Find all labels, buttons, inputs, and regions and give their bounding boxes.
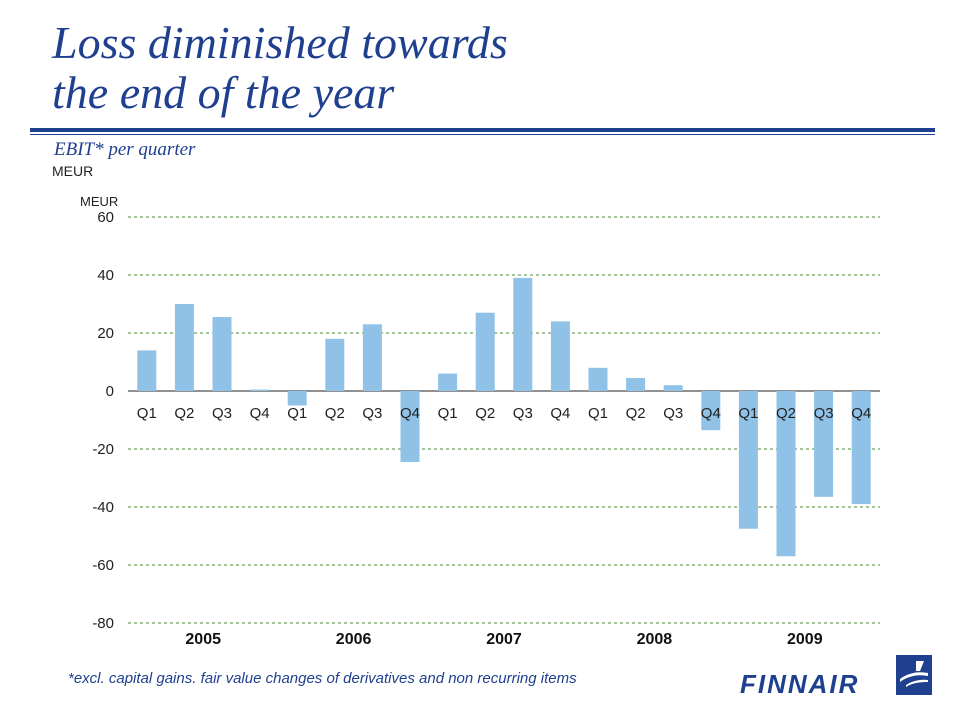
x-tick-label: Q2	[325, 405, 345, 422]
x-tick-label: Q4	[550, 405, 570, 422]
bar	[776, 391, 796, 557]
bar	[550, 321, 570, 391]
x-tick-label: Q2	[174, 405, 194, 422]
year-label: 2008	[637, 631, 673, 648]
y-tick-label: 0	[106, 383, 114, 400]
bar	[663, 385, 683, 391]
x-tick-label: Q1	[287, 405, 307, 422]
x-tick-label: Q2	[475, 405, 495, 422]
finnair-emblem-icon	[896, 655, 932, 695]
x-tick-label: Q2	[626, 405, 646, 422]
logo-wordmark: FINNAIR	[740, 669, 860, 699]
x-tick-labels: Q1 Q2 Q3 Q4 Q1 Q2 Q3 Q4 Q1 Q2 Q3 Q4 Q1 Q2 Q3 Q4 Q1 Q2 Q3 Q4	[137, 405, 871, 422]
x-tick-label: Q3	[362, 405, 382, 422]
y-tick-labels: 60 40 20 0 -20 -40 -60 -80	[92, 209, 114, 632]
x-tick-label: Q4	[851, 405, 871, 422]
bar	[362, 324, 382, 391]
gridlines	[128, 216, 880, 624]
year-label: 2006	[336, 631, 372, 648]
x-tick-label: Q1	[438, 405, 458, 422]
x-tick-label: Q1	[588, 405, 608, 422]
title-line-2: the end of the year	[52, 67, 395, 118]
x-tick-label: Q3	[814, 405, 834, 422]
bar	[400, 391, 420, 463]
bar	[513, 277, 533, 391]
y-tick-label: -80	[92, 615, 114, 632]
bar	[814, 391, 834, 497]
y-tick-label: 60	[97, 209, 114, 226]
y-tick-label: 20	[97, 325, 114, 342]
y-axis-unit-label: MEUR	[80, 194, 118, 209]
y-tick-label: 40	[97, 267, 114, 284]
year-label: 2007	[486, 631, 522, 648]
bar	[738, 391, 758, 529]
bars	[137, 277, 871, 557]
title-line-1: Loss diminished towards	[52, 17, 508, 68]
x-tick-label: Q4	[400, 405, 420, 422]
bar	[325, 338, 345, 391]
slide-title: Loss diminished towards the end of the y…	[52, 18, 508, 118]
bar	[626, 377, 646, 391]
footnote: *excl. capital gains. fair value changes…	[68, 670, 577, 687]
bar	[174, 304, 194, 391]
x-tick-label: Q3	[212, 405, 232, 422]
year-label: 2009	[787, 631, 823, 648]
unit-label-top: MEUR	[52, 163, 94, 179]
y-tick-label: -60	[92, 557, 114, 574]
x-tick-label: Q1	[738, 405, 758, 422]
x-tick-label: Q4	[250, 405, 270, 422]
chart-subtitle: EBIT* per quarter	[54, 139, 196, 160]
bar	[475, 312, 495, 391]
bar	[851, 391, 871, 505]
x-tick-label: Q4	[701, 405, 721, 422]
title-rule-thin	[30, 134, 935, 135]
x-tick-label: Q3	[513, 405, 533, 422]
bar	[588, 367, 608, 391]
x-tick-label: Q1	[137, 405, 157, 422]
year-label: 2005	[185, 631, 221, 648]
bar	[212, 317, 232, 391]
x-tick-label: Q3	[663, 405, 683, 422]
title-rule-thick	[30, 128, 935, 132]
bar	[701, 391, 721, 431]
bar	[250, 389, 270, 391]
y-tick-label: -40	[92, 499, 114, 516]
x-tick-label: Q2	[776, 405, 796, 422]
year-labels: 2005 2006 2007 2008 2009	[185, 631, 822, 648]
y-tick-label: -20	[92, 441, 114, 458]
bar	[137, 350, 157, 391]
bar	[438, 373, 458, 391]
finnair-logo: FINNAIR	[740, 655, 932, 699]
bar	[287, 391, 307, 406]
